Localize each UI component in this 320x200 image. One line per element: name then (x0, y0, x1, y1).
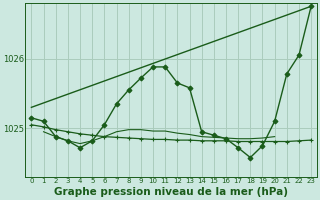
X-axis label: Graphe pression niveau de la mer (hPa): Graphe pression niveau de la mer (hPa) (54, 187, 288, 197)
